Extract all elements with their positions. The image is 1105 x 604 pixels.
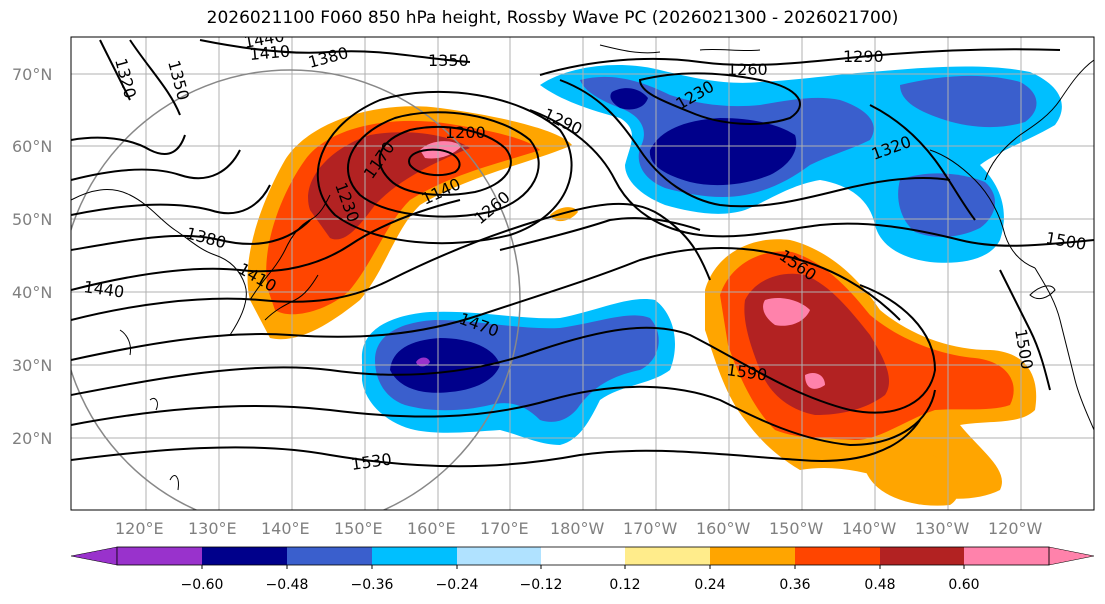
contour-label: 1350 <box>428 51 469 70</box>
lat-label: 20°N <box>12 429 52 448</box>
colorbar-tick-label: 0.12 <box>609 577 640 593</box>
lon-label: 170°W <box>623 519 678 538</box>
colorbar-bin <box>880 547 964 565</box>
contour-label: 1200 <box>445 123 486 142</box>
lon-label: 140°E <box>261 519 310 538</box>
lat-label: 70°N <box>12 65 52 84</box>
lon-label: 130°W <box>915 519 970 538</box>
colorbar-bin <box>117 547 202 565</box>
contour-label: 1260 <box>727 60 768 79</box>
lat-label: 50°N <box>12 210 52 229</box>
map-title: 2026021100 F060 850 hPa height, Rossby W… <box>206 8 899 28</box>
negative-anomaly-north-strong2 <box>610 88 648 110</box>
height-contours <box>71 39 1094 468</box>
colorbar-tick-label: 0.60 <box>948 577 979 593</box>
lon-label: 150°W <box>769 519 824 538</box>
colorbar-bin <box>964 547 1049 565</box>
colorbar-bin <box>541 547 625 565</box>
latitude-labels: 70°N 60°N 50°N 40°N 30°N 20°N <box>12 65 52 448</box>
colorbar-tick-label: −0.12 <box>520 577 563 593</box>
map-area: 1440 1410 1380 1350 1320 1350 1260 1290 … <box>71 37 1094 510</box>
lon-label: 180°W <box>550 519 605 538</box>
lon-label: 160°W <box>696 519 751 538</box>
colorbar-bin <box>372 547 457 565</box>
colorbar-tick-label: −0.60 <box>181 577 224 593</box>
colorbar-bin <box>625 547 710 565</box>
colorbar-tick-label: −0.24 <box>436 577 479 593</box>
lon-label: 130°E <box>188 519 237 538</box>
colorbar-bin <box>795 547 880 565</box>
lat-label: 40°N <box>12 283 52 302</box>
lon-label: 170°E <box>480 519 529 538</box>
colorbar-bin <box>457 547 541 565</box>
positive-anomaly-east-max <box>763 298 810 326</box>
colorbar-max-arrow <box>1048 546 1095 566</box>
lat-label: 60°N <box>12 137 52 156</box>
colorbar-tick-label: −0.48 <box>266 577 309 593</box>
lon-label: 160°E <box>407 519 456 538</box>
negative-anomaly-north-mid3 <box>898 173 996 237</box>
colorbar-tick-label: 0.24 <box>694 577 725 593</box>
positive-anomaly-east-max2 <box>805 373 825 389</box>
negative-anomaly-central-core <box>416 357 430 367</box>
colorbar-tick-label: 0.48 <box>864 577 895 593</box>
range-circle <box>71 69 521 510</box>
colorbar-bin <box>287 547 372 565</box>
contour-label: 1410 <box>249 42 291 64</box>
negative-anomaly-north-mid2 <box>900 75 1037 128</box>
positive-anomaly-south <box>863 438 959 506</box>
lon-label: 140°W <box>842 519 897 538</box>
lat-label: 30°N <box>12 356 52 375</box>
coastlines <box>71 44 1094 491</box>
negative-anomaly-north-strong <box>649 118 797 186</box>
colorbar-min-arrow <box>70 546 118 566</box>
longitude-labels: 120°E 130°E 140°E 150°E 160°E 170°E 180°… <box>115 519 1043 538</box>
colorbar-bin <box>710 547 795 565</box>
colorbar-bin <box>202 547 287 565</box>
lon-label: 120°W <box>988 519 1043 538</box>
colorbar: −0.60 −0.48 −0.36 −0.24 −0.12 0.12 0.24 … <box>70 546 1095 593</box>
colorbar-tick-label: 0.36 <box>779 577 810 593</box>
graticule <box>71 37 1094 510</box>
lon-label: 150°E <box>334 519 383 538</box>
map-frame <box>70 36 1095 511</box>
lon-label: 120°E <box>115 519 164 538</box>
contour-label: 1290 <box>843 47 884 66</box>
colorbar-tick-label: −0.36 <box>351 577 394 593</box>
